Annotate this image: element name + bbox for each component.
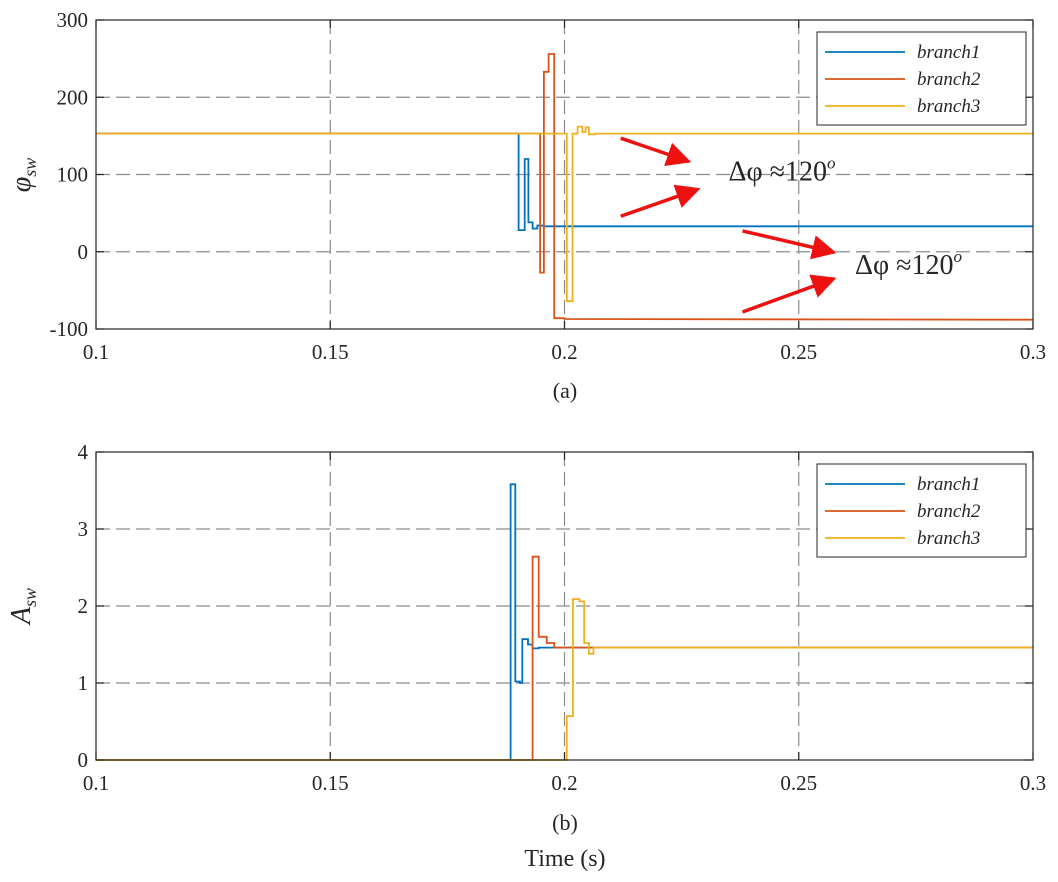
annotation-text: Δφ ≈120o — [855, 247, 962, 281]
x-tick-label: 0.2 — [551, 340, 577, 364]
y-tick-label: 0 — [78, 748, 89, 772]
series-line-branch1 — [96, 483, 1033, 761]
series-line-branch2 — [96, 53, 1034, 321]
series-line-branch3 — [96, 125, 1033, 303]
x-tick-label: 0.25 — [780, 340, 817, 364]
caption-a: (a) — [553, 378, 577, 403]
chart-panel-a: 0.1 0.15 0.2 0.25 0.3 -100 0 100 200 300 Δφ ≈120o… — [0, 0, 1058, 420]
annotation-arrow — [741, 274, 837, 314]
y-tick-label: 4 — [78, 440, 89, 464]
x-tick-label: 0.15 — [312, 340, 349, 364]
x-tick-label: 0.1 — [83, 340, 109, 364]
y-tick-label: 0 — [78, 240, 89, 264]
legend-label-branch3: branch3 — [917, 96, 980, 117]
annotation-text: Δφ ≈120o — [728, 154, 835, 188]
y-tick-label: 200 — [57, 85, 89, 109]
y-tick-label: 300 — [57, 8, 89, 32]
chart-panel-b: 0.1 0.15 0.2 0.25 0.3 0 1 2 3 4 branch1 branch2 bra… — [6, 440, 1046, 835]
x-tick-label: 0.25 — [780, 771, 817, 795]
y-axis-label-a: φsw — [6, 158, 40, 193]
x-tick-label: 0.1 — [83, 771, 109, 795]
x-tick-label: 0.15 — [312, 771, 349, 795]
y-tick-label: -100 — [50, 317, 89, 341]
annotation-arrow — [620, 184, 701, 218]
x-axis-label: Time (s) — [524, 846, 605, 872]
legend-label-branch2: branch2 — [917, 69, 981, 90]
legend-label-branch1: branch1 — [917, 474, 980, 495]
legend-label-branch3: branch3 — [917, 528, 980, 549]
y-tick-label: 3 — [78, 517, 89, 541]
series-line-branch2 — [96, 555, 1033, 761]
legend-label-branch1: branch1 — [917, 42, 980, 63]
x-tick-label: 0.3 — [1020, 340, 1046, 364]
series-line-branch3 — [96, 598, 1033, 761]
y-tick-label: 2 — [78, 594, 89, 618]
legend-label-branch2: branch2 — [917, 501, 981, 522]
y-axis-label-b: Asw — [6, 588, 40, 626]
annotation-arrow — [742, 229, 837, 260]
series-line-branch1 — [96, 132, 1033, 232]
y-tick-label: 100 — [57, 163, 89, 187]
y-tick-label: 1 — [78, 671, 89, 695]
annotation-arrow — [620, 136, 692, 166]
x-tick-label: 0.2 — [551, 771, 577, 795]
x-tick-label: 0.3 — [1020, 771, 1046, 795]
caption-b: (b) — [552, 810, 578, 835]
